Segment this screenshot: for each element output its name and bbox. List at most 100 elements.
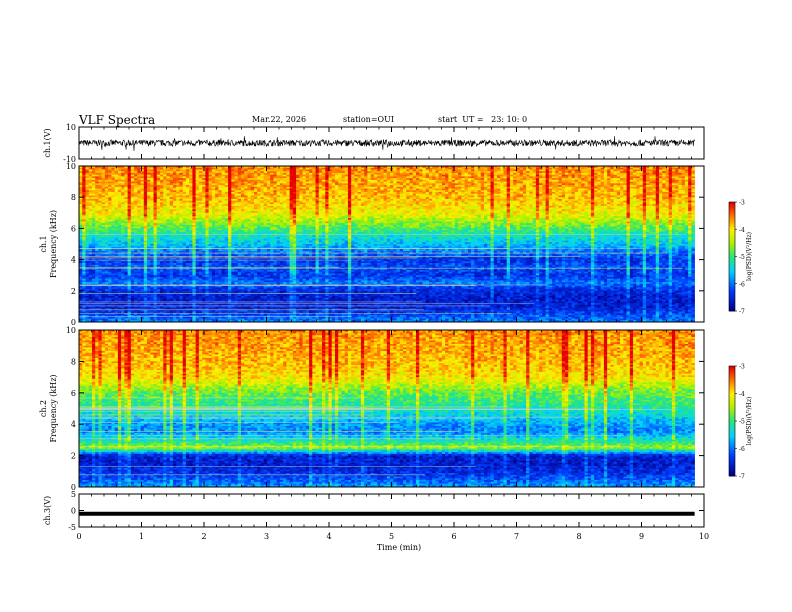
ch1-spectrogram-cell xyxy=(474,206,478,208)
ch1-spectrogram-cell xyxy=(643,208,647,210)
ch1-spectrogram-cell xyxy=(552,192,556,194)
ch1-spectrogram-cell xyxy=(630,208,634,210)
ch1-spectrogram-cell xyxy=(299,204,303,206)
ch1-spectrogram-cell xyxy=(157,183,161,185)
ch1-spectrogram-cell xyxy=(209,180,213,182)
ch1-spectrogram-cell xyxy=(568,169,572,171)
ch1-spectrogram-cell xyxy=(555,173,559,175)
ch1-spectrogram-cell xyxy=(549,178,553,180)
ch1-spectrogram-cell xyxy=(244,175,248,177)
ch1-spectrogram-cell xyxy=(358,168,362,170)
ch1-spectrogram-cell xyxy=(581,171,585,173)
ch1-spectrogram-cell xyxy=(154,182,158,184)
ch1-spectrogram-cell xyxy=(173,202,177,204)
ch1-spectrogram-cell xyxy=(568,178,572,180)
ch1-spectrogram-cell xyxy=(199,169,203,171)
ch1-spectrogram-cell xyxy=(267,173,271,175)
ch1-spectrogram-cell xyxy=(380,206,384,208)
ch1-spectrogram-cell xyxy=(461,208,465,210)
ch1-spectrogram-cell xyxy=(231,209,235,211)
ch1-spectrogram-cell xyxy=(452,183,456,185)
ch1-spectrogram-cell xyxy=(578,175,582,177)
ch1-spectrogram-cell xyxy=(581,197,585,199)
ch1-spectrogram-cell xyxy=(309,201,313,203)
ch1-spectrogram-cell xyxy=(212,190,216,192)
ch1-spectrogram-cell xyxy=(597,178,601,180)
ch1-spectrogram-cell xyxy=(627,195,631,197)
ch1-spectrogram-cell xyxy=(610,202,614,204)
ch1-spectrogram-cell xyxy=(348,173,352,175)
ch1-spectrogram-cell xyxy=(312,192,316,194)
ch1-spectrogram-cell xyxy=(147,206,151,208)
ch1-spectrogram-cell xyxy=(458,197,462,199)
ch1-spectrogram-cell xyxy=(597,189,601,191)
ch1-spectrogram-cell xyxy=(507,180,511,182)
ch1-spectrogram-cell xyxy=(640,185,644,187)
ch1-spectrogram-cell xyxy=(478,195,482,197)
ch1-spectrogram-cell xyxy=(270,180,274,182)
ch1-spectrogram-cell xyxy=(231,197,235,199)
ch1-spectrogram-cell xyxy=(118,197,122,199)
ch1-spectrogram-cell xyxy=(332,199,336,201)
ch1-spectrogram-cell xyxy=(643,199,647,201)
ch1-spectrogram-cell xyxy=(377,192,381,194)
ch1-spectrogram-cell xyxy=(293,209,297,211)
ch1-spectrogram-cell xyxy=(665,194,669,196)
ch1-spectrogram-cell xyxy=(121,192,125,194)
ch1-spectrogram-cell xyxy=(465,190,469,192)
ch1-spectrogram-cell xyxy=(604,192,608,194)
ch1-spectrogram-cell xyxy=(409,202,413,204)
ch1-spectrogram-cell xyxy=(584,176,588,178)
ch1-spectrogram-cell xyxy=(640,180,644,182)
ch1-spectrogram-cell xyxy=(82,168,86,170)
ch1-spectrogram-cell xyxy=(448,197,452,199)
ch1-spectrogram-cell xyxy=(568,192,572,194)
ch1-spectrogram-cell xyxy=(620,171,624,173)
ch1-spectrogram-cell xyxy=(403,171,407,173)
ch1-spectrogram-cell xyxy=(559,168,563,170)
ch1-spectrogram-cell xyxy=(147,202,151,204)
ch1-spectrogram-cell xyxy=(539,180,543,182)
ch1-spectrogram-cell xyxy=(390,171,394,173)
ch1-spectrogram-cell xyxy=(163,171,167,173)
ch1-spectrogram-cell xyxy=(546,171,550,173)
ch1-spectrogram-cell xyxy=(455,169,459,171)
ch1-spectrogram-cell xyxy=(536,197,540,199)
ch1-spectrogram-cell xyxy=(419,173,423,175)
ch1-spectrogram-cell xyxy=(118,171,122,173)
ch1-spectrogram-cell xyxy=(231,175,235,177)
ch1-spectrogram-cell xyxy=(128,199,132,201)
ch1-spectrogram-cell xyxy=(257,195,261,197)
ch1-spectrogram-cell xyxy=(471,206,475,208)
ch1-spectrogram-cell xyxy=(601,202,605,204)
ch1-spectrogram-cell xyxy=(461,169,465,171)
ch1-spectrogram-cell xyxy=(141,208,145,210)
ch1-spectrogram-cell xyxy=(121,178,125,180)
ch1-spectrogram-cell xyxy=(335,189,339,191)
ch1-spectrogram-cell xyxy=(380,187,384,189)
ch1-spectrogram-cell xyxy=(665,199,669,201)
ch1-spectrogram-cell xyxy=(150,171,154,173)
ch1-spectrogram-cell xyxy=(131,173,135,175)
ch1-spectrogram-cell xyxy=(526,189,530,191)
ch1-spectrogram-cell xyxy=(390,204,394,206)
ch1-spectrogram-cell xyxy=(555,197,559,199)
ch1-spectrogram-cell xyxy=(491,192,495,194)
ch1-spectrogram-cell xyxy=(170,192,174,194)
ch1-spectrogram-cell xyxy=(633,168,637,170)
ch1-spectrogram-cell xyxy=(614,206,618,208)
ch1-spectrogram-cell xyxy=(555,195,559,197)
ch1-spectrogram-cell xyxy=(367,199,371,201)
ch1-spectrogram-cell xyxy=(656,171,660,173)
ch1-spectrogram-cell xyxy=(442,209,446,211)
ch1-spectrogram-cell xyxy=(150,194,154,196)
ch1-spectrogram-cell xyxy=(523,204,527,206)
ch1-spectrogram-cell xyxy=(640,178,644,180)
ch1-spectrogram-cell xyxy=(131,176,135,178)
ch1-spectrogram-cell xyxy=(222,194,226,196)
ch1-spectrogram-cell xyxy=(244,209,248,211)
ch1-spectrogram-cell xyxy=(241,190,245,192)
ch1-spectrogram-cell xyxy=(244,168,248,170)
ch1-spectrogram-cell xyxy=(328,201,332,203)
ch1-spectrogram-cell xyxy=(312,194,316,196)
